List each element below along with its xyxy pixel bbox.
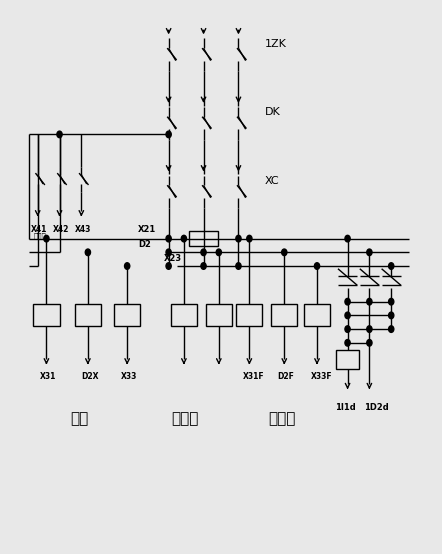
Circle shape bbox=[166, 131, 171, 138]
Bar bbox=[236, 304, 263, 326]
Circle shape bbox=[166, 249, 171, 255]
Text: DK: DK bbox=[265, 107, 280, 117]
Circle shape bbox=[201, 263, 206, 269]
Bar bbox=[206, 304, 232, 326]
Text: X33: X33 bbox=[121, 372, 137, 381]
Text: 1D2d: 1D2d bbox=[364, 403, 389, 412]
Text: X23: X23 bbox=[164, 254, 183, 263]
Circle shape bbox=[282, 249, 287, 255]
Circle shape bbox=[236, 263, 241, 269]
Circle shape bbox=[367, 326, 372, 332]
Circle shape bbox=[389, 299, 394, 305]
Text: 付起升: 付起升 bbox=[268, 412, 296, 427]
Bar bbox=[304, 304, 330, 326]
Text: X43: X43 bbox=[75, 225, 91, 234]
Circle shape bbox=[236, 235, 241, 242]
Circle shape bbox=[345, 340, 350, 346]
Circle shape bbox=[345, 235, 350, 242]
Text: X31F: X31F bbox=[243, 372, 264, 381]
Bar bbox=[171, 304, 197, 326]
Circle shape bbox=[389, 263, 394, 269]
Circle shape bbox=[166, 235, 171, 242]
Bar bbox=[336, 350, 359, 368]
Bar bbox=[33, 304, 60, 326]
Circle shape bbox=[367, 249, 372, 255]
Text: XC: XC bbox=[265, 176, 279, 186]
Bar bbox=[114, 304, 140, 326]
Text: X42: X42 bbox=[53, 225, 69, 234]
Bar bbox=[75, 304, 101, 326]
Text: X33F: X33F bbox=[310, 372, 332, 381]
Text: D2: D2 bbox=[138, 240, 151, 249]
Circle shape bbox=[166, 263, 171, 269]
Circle shape bbox=[314, 263, 320, 269]
Text: 主起升: 主起升 bbox=[171, 412, 198, 427]
Circle shape bbox=[345, 326, 350, 332]
Text: X21: X21 bbox=[138, 225, 156, 234]
Bar bbox=[271, 304, 297, 326]
Circle shape bbox=[216, 249, 221, 255]
Circle shape bbox=[44, 235, 49, 242]
Circle shape bbox=[367, 340, 372, 346]
Circle shape bbox=[345, 299, 350, 305]
Text: D2F: D2F bbox=[278, 372, 295, 381]
Circle shape bbox=[201, 249, 206, 255]
Text: 1ZK: 1ZK bbox=[265, 39, 286, 49]
Text: D2X: D2X bbox=[81, 372, 99, 381]
Text: 短路器: 短路器 bbox=[33, 232, 46, 239]
Text: X41: X41 bbox=[31, 225, 48, 234]
Circle shape bbox=[389, 326, 394, 332]
Circle shape bbox=[85, 249, 91, 255]
Circle shape bbox=[125, 263, 130, 269]
Text: 1I1d: 1I1d bbox=[335, 403, 356, 412]
Circle shape bbox=[367, 299, 372, 305]
Bar bbox=[189, 231, 218, 247]
Text: 小车: 小车 bbox=[70, 412, 89, 427]
Circle shape bbox=[181, 235, 187, 242]
Circle shape bbox=[345, 312, 350, 319]
Circle shape bbox=[57, 131, 62, 138]
Circle shape bbox=[389, 312, 394, 319]
Text: X31: X31 bbox=[40, 372, 56, 381]
Circle shape bbox=[247, 235, 252, 242]
